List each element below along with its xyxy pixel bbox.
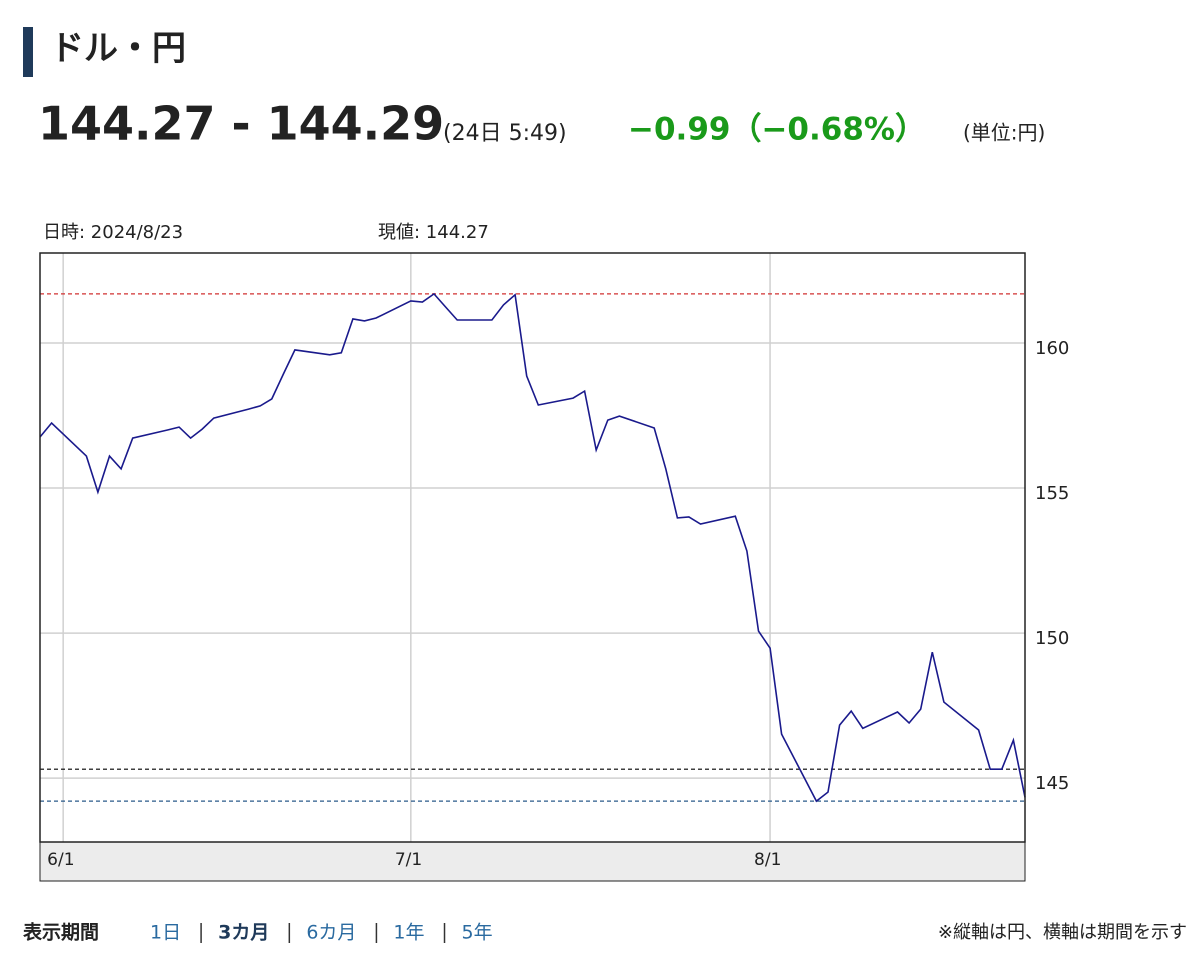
price-line	[39, 292, 1026, 803]
price: 144.27 - 144.29	[38, 97, 444, 151]
period-link[interactable]: 6カ月	[306, 922, 356, 944]
title-bar	[23, 27, 33, 77]
x-tick-label: 8/1	[754, 850, 781, 870]
footer-label: 表示期間	[23, 921, 99, 944]
plot-frame	[39, 252, 1026, 843]
change: −0.99（−0.68%）	[628, 112, 926, 148]
unit: (単位:円)	[963, 121, 1045, 145]
current-label: 現値: 144.27	[378, 222, 489, 243]
y-tick-label: 160	[1035, 338, 1069, 359]
period-link[interactable]: 5年	[462, 922, 493, 944]
footer-note: ※縦軸は円、横軸は期間を示す	[938, 922, 1187, 943]
y-tick-label: 155	[1035, 483, 1069, 504]
x-tick-label: 6/1	[47, 850, 74, 870]
time: (24日 5:49)	[443, 121, 567, 146]
title: ドル・円	[50, 29, 186, 69]
period-link[interactable]: 1日	[150, 922, 181, 944]
date-label: 日時: 2024/8/23	[43, 222, 183, 243]
x-tick-label: 7/1	[395, 850, 422, 870]
y-tick-label: 150	[1035, 628, 1069, 649]
x-axis-band	[39, 841, 1026, 882]
period-link[interactable]: 3カ月	[218, 922, 269, 944]
period-link[interactable]: 1年	[393, 922, 424, 944]
y-tick-label: 145	[1035, 773, 1069, 794]
